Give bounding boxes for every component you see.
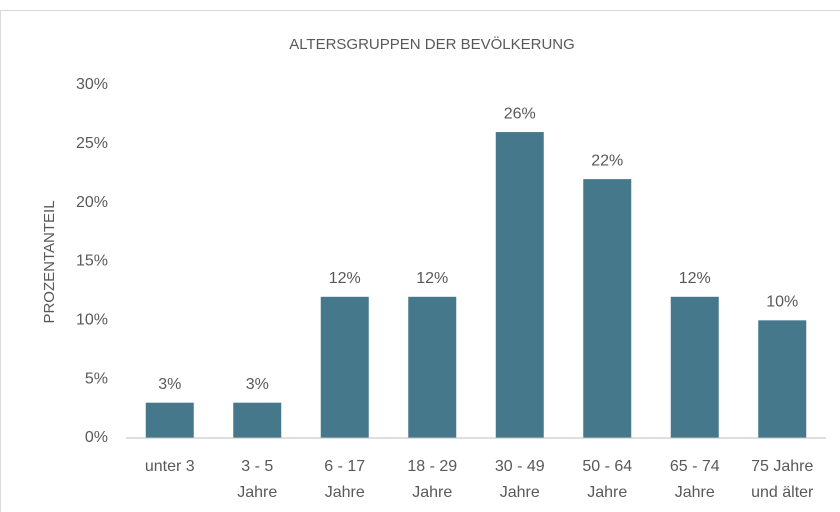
bar — [495, 132, 544, 439]
value-label: 3% — [158, 376, 181, 393]
value-label: 12% — [416, 270, 448, 287]
value-label: 3% — [246, 376, 269, 393]
value-label: 12% — [679, 270, 711, 287]
y-tick-label: 30% — [76, 76, 108, 93]
bar — [233, 402, 282, 438]
x-tick-label: 3 - 5 Jahre — [237, 458, 278, 501]
x-tick-label: 30 - 49 Jahre — [494, 458, 545, 501]
y-tick-label: 5% — [85, 370, 108, 387]
y-tick-label: 15% — [76, 253, 108, 270]
bar — [758, 320, 807, 438]
value-label: 12% — [329, 270, 361, 287]
chart-title: ALTERSGRUPPEN DER BEVÖLKERUNG — [289, 35, 575, 53]
bar — [320, 296, 369, 438]
bar — [670, 296, 719, 438]
bar — [408, 296, 457, 438]
x-tick-label: 50 - 64 Jahre — [582, 458, 633, 501]
bar — [145, 402, 194, 438]
x-tick-label: unter 3 — [144, 458, 195, 475]
value-label: 26% — [504, 105, 536, 122]
x-tick-label: 75 Jahre und älter — [751, 458, 814, 501]
y-tick-label: 10% — [76, 312, 108, 329]
x-tick-label: 18 - 29 Jahre — [407, 458, 458, 501]
x-tick-label: 65 - 74 Jahre — [669, 458, 720, 501]
chart-frame — [0, 10, 840, 512]
value-label: 22% — [591, 152, 623, 169]
y-axis-label: PROZENTANTEIL — [41, 200, 58, 323]
y-tick-label: 0% — [85, 429, 108, 446]
value-label: 10% — [766, 294, 798, 311]
y-tick-label: 25% — [76, 135, 108, 152]
bar — [583, 179, 632, 438]
y-tick-label: 20% — [76, 194, 108, 211]
x-tick-label: 6 - 17 Jahre — [324, 458, 366, 501]
